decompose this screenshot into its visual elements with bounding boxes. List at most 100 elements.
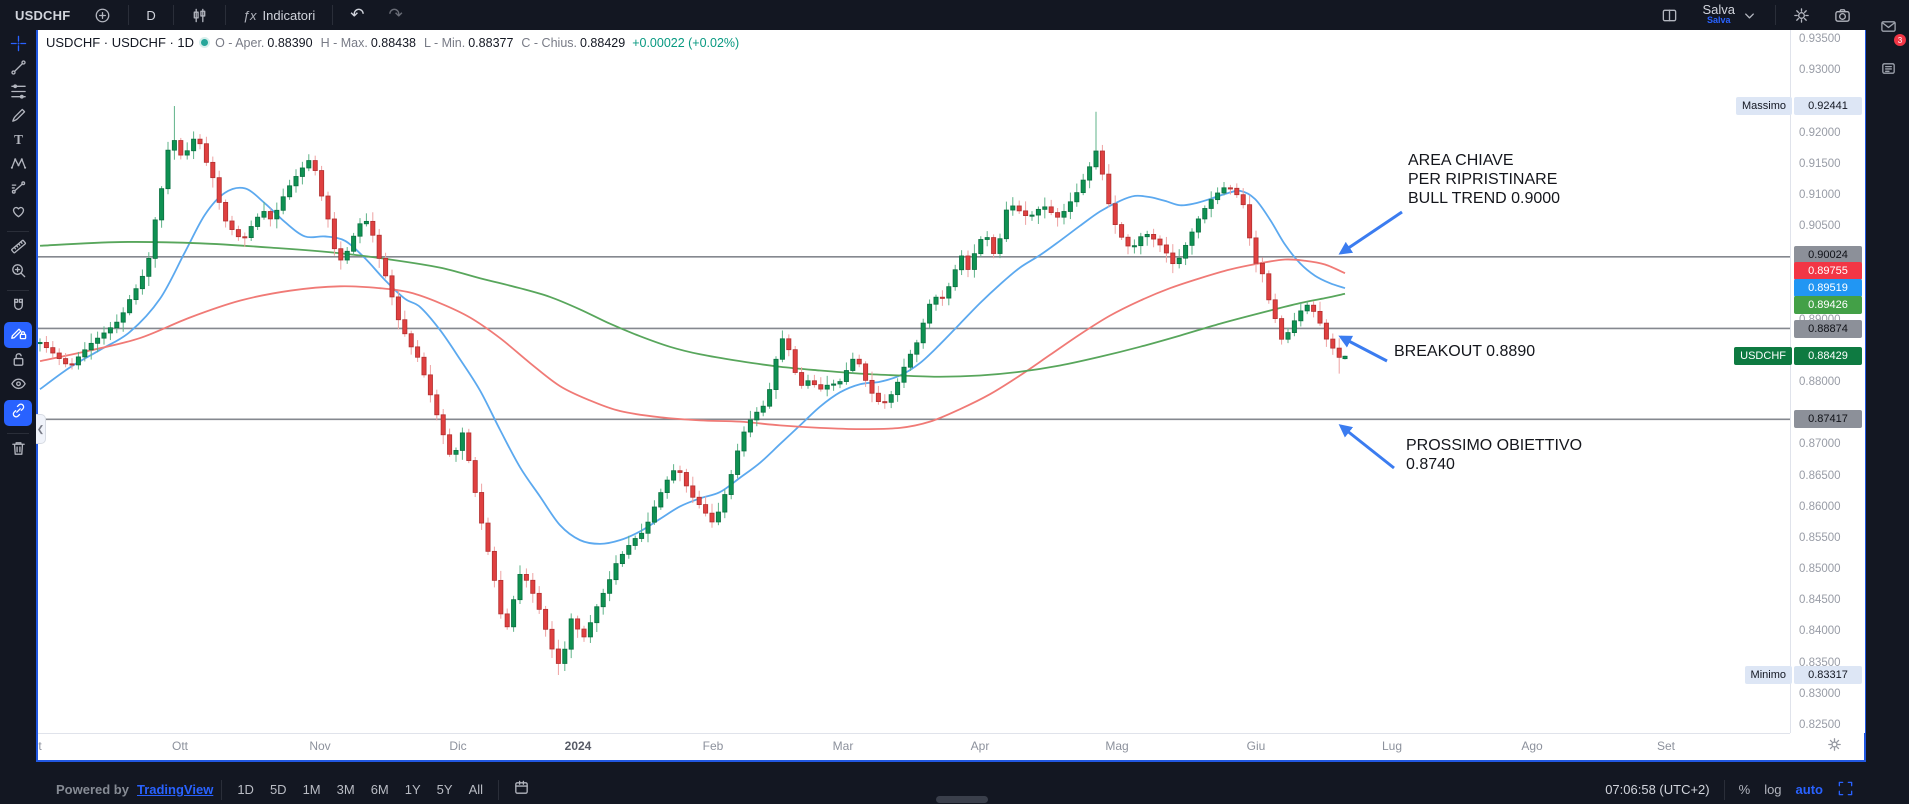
- price-tick: 0.85000: [1799, 563, 1841, 576]
- market-status-dot: [201, 39, 209, 46]
- price-label-tag: USDCHF: [1734, 347, 1792, 365]
- tool-fib-retracement[interactable]: [4, 82, 32, 106]
- prossimo-obiettivo-arrow[interactable]: [1338, 424, 1395, 470]
- indicators-button[interactable]: ƒx Indicatori: [236, 5, 322, 26]
- fullscreen-button[interactable]: [1837, 780, 1854, 800]
- save-button[interactable]: Salva Salva: [1695, 1, 1765, 29]
- tool-draw-lock[interactable]: [4, 322, 32, 348]
- pane-resize-handle[interactable]: [936, 796, 988, 803]
- tradingview-link[interactable]: TradingView: [136, 782, 214, 797]
- auto-scale-button[interactable]: auto: [1795, 782, 1823, 797]
- range-button-6m[interactable]: 6M: [370, 782, 389, 797]
- mail-icon: [1880, 18, 1897, 40]
- collapse-toolbar-tab[interactable]: ❮: [36, 414, 46, 444]
- tool-ruler[interactable]: [4, 237, 32, 261]
- right-sidebar: 3: [1866, 0, 1909, 804]
- undo-button[interactable]: ↶: [350, 5, 365, 24]
- toolbar-divider: [7, 433, 29, 434]
- toolbar-divider: [7, 290, 29, 291]
- time-tick-2024: 2024: [564, 739, 592, 753]
- trash-icon: [10, 440, 27, 462]
- breakout-text[interactable]: BREAKOUT 0.8890: [1394, 343, 1536, 360]
- ma-slow-line[interactable]: [39, 241, 1346, 378]
- candlestick-plot[interactable]: [38, 30, 1790, 733]
- price-tick: 0.90500: [1799, 220, 1841, 233]
- range-button-1y[interactable]: 1Y: [404, 782, 421, 797]
- tool-lock-open[interactable]: [4, 350, 32, 374]
- area-chiave-text[interactable]: AREA CHIAVE PER RIPRISTINARE BULL TREND 0.…: [1408, 152, 1561, 207]
- tool-brush[interactable]: [4, 106, 32, 130]
- tool-trash[interactable]: [4, 439, 32, 463]
- tool-zoom-in[interactable]: [4, 261, 32, 285]
- ma-mid-line[interactable]: [39, 258, 1346, 431]
- redo-button[interactable]: ↷: [388, 5, 403, 24]
- xabcd-pattern-icon: [10, 155, 27, 177]
- chart-style-button[interactable]: [184, 4, 215, 27]
- prossimo-obiettivo-text[interactable]: PROSSIMO OBIETTIVO 0.8740: [1406, 437, 1583, 473]
- price-label-value: 0.89426: [1794, 296, 1862, 314]
- price-label-tag: Minimo: [1744, 666, 1792, 684]
- chart-legend: USDCHF · USDCHF · 1D O - Aper. 0.88390 H -…: [46, 35, 739, 50]
- price-axis-gear-icon[interactable]: [1826, 736, 1843, 758]
- time-tick-t: t: [38, 739, 42, 753]
- range-button-3m[interactable]: 3M: [336, 782, 355, 797]
- goto-date-button[interactable]: [507, 778, 535, 802]
- range-button-5y[interactable]: 5Y: [436, 782, 453, 797]
- symbol-add-button[interactable]: [87, 4, 118, 27]
- plus-circle-icon: [94, 7, 111, 24]
- time-tick-Mag: Mag: [1105, 739, 1129, 753]
- price-label-0.92441: Massimo 0.92441: [1735, 97, 1862, 115]
- text-tool-icon: T: [10, 131, 27, 153]
- range-button-5d[interactable]: 5D: [269, 782, 287, 797]
- price-label-0.88429: USDCHF 0.88429: [1734, 347, 1862, 365]
- price-tick: 0.84000: [1799, 625, 1841, 638]
- time-tick-Set: Set: [1656, 739, 1676, 753]
- gear-icon: [1793, 7, 1810, 24]
- price-axis[interactable]: 0.93500 0.93000 0.92000 0.91500 0.91000 0.905…: [1790, 30, 1865, 751]
- toolbar-divider: [221, 779, 223, 800]
- symbol-button[interactable]: USDCHF: [15, 7, 71, 23]
- tool-crosshair[interactable]: [4, 34, 32, 58]
- inbox-badge: 3: [1894, 34, 1906, 46]
- tool-forecast[interactable]: [4, 178, 32, 202]
- top-toolbar: USDCHF D ƒx Indicatori ↶ ↷ Salva Salva: [0, 0, 1866, 30]
- interval-button[interactable]: D: [146, 7, 156, 23]
- price-label-value: 0.87417: [1794, 410, 1862, 428]
- snapshot-button[interactable]: [1827, 4, 1858, 27]
- percent-scale-button[interactable]: %: [1738, 782, 1751, 797]
- chart-pane[interactable]: USDCHF · USDCHF · 1D O - Aper. 0.88390 H -…: [36, 28, 1866, 762]
- magnet-icon: [10, 297, 27, 319]
- log-scale-button[interactable]: log: [1764, 782, 1782, 797]
- range-button-1d[interactable]: 1D: [237, 782, 254, 797]
- ma-fast-line[interactable]: [39, 186, 1346, 545]
- tool-link[interactable]: [4, 400, 32, 426]
- price-tick: 0.91000: [1799, 188, 1841, 201]
- bottombar-left-group: Powered by TradingView 1D 5D 1M 3M 6M 1Y 5Y All: [56, 778, 535, 802]
- tool-emoji-heart[interactable]: [4, 202, 32, 226]
- tool-xabcd-pattern[interactable]: [4, 154, 32, 178]
- emoji-heart-icon: [10, 203, 27, 225]
- price-tick: 0.88000: [1799, 375, 1841, 388]
- clock-label[interactable]: 07:06:58 (UTC+2): [1605, 782, 1710, 797]
- price-label-0.89426: 0.89426: [1794, 296, 1862, 314]
- tool-magnet[interactable]: [4, 296, 32, 320]
- price-label-tag: Massimo: [1735, 97, 1792, 115]
- tool-eye[interactable]: [4, 374, 32, 398]
- price-label-value: 0.88874: [1794, 320, 1862, 338]
- layout-button[interactable]: [1654, 4, 1685, 27]
- settings-button[interactable]: [1786, 4, 1817, 27]
- fx-icon: ƒx: [242, 7, 257, 23]
- range-button-all[interactable]: All: [468, 782, 484, 797]
- legend-title[interactable]: USDCHF · USDCHF · 1D: [46, 35, 195, 50]
- legend-ohlc-pair: H - Max. 0.88438: [320, 35, 417, 50]
- inbox-button[interactable]: 3: [1875, 16, 1906, 46]
- news-button[interactable]: [1875, 58, 1901, 84]
- layout-icon: [1661, 7, 1678, 24]
- area-chiave-arrow[interactable]: [1338, 210, 1403, 255]
- tool-trend-line[interactable]: [4, 58, 32, 82]
- range-button-1m[interactable]: 1M: [302, 782, 321, 797]
- tool-text-tool[interactable]: T: [4, 130, 32, 154]
- candles[interactable]: [38, 106, 1348, 676]
- time-axis[interactable]: t Ott Nov Dic 2024 Feb Mar Apr Mag Giu Lug Ago Set: [38, 733, 1790, 757]
- breakout-arrow[interactable]: [1338, 335, 1388, 363]
